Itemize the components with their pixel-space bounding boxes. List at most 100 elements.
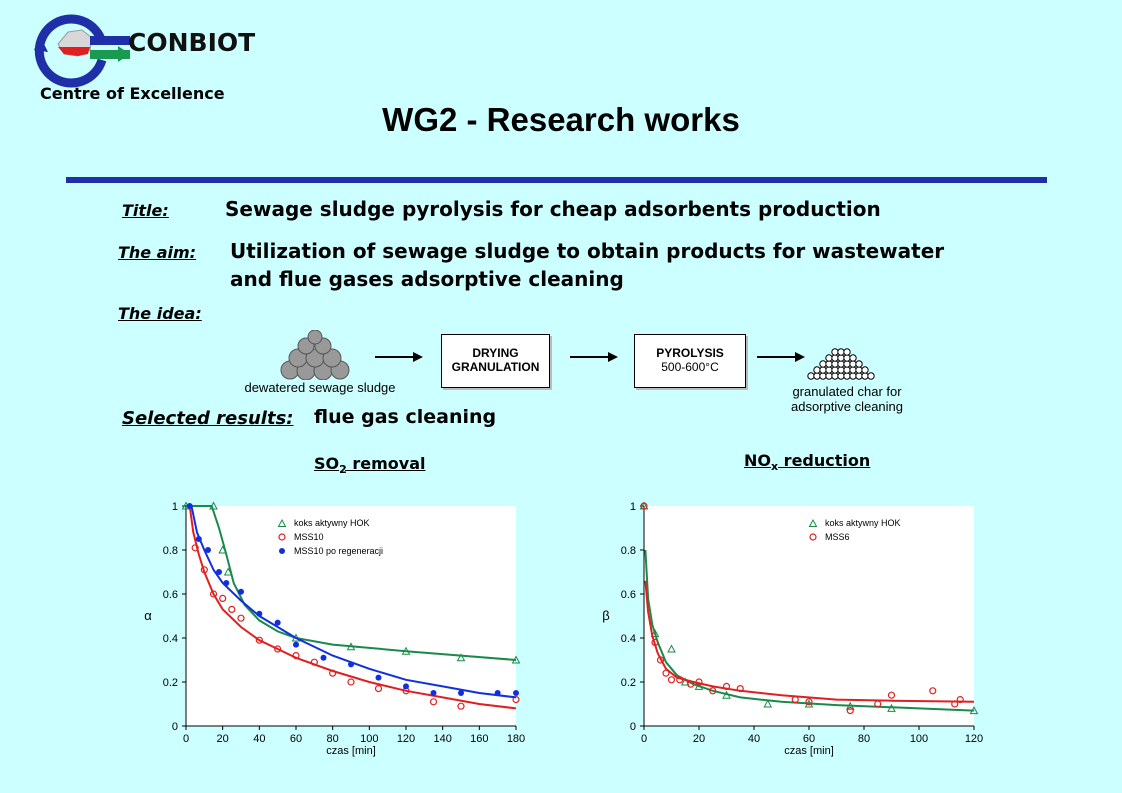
legend-label: MSS10 po regeneracji (294, 546, 383, 556)
data-point (667, 676, 676, 684)
output-line1: granulated char for (792, 384, 902, 399)
y-tick-label: 0.4 (163, 633, 178, 645)
data-point (293, 641, 299, 648)
x-tick-label: 180 (507, 733, 525, 745)
x-tick-label: 140 (433, 733, 451, 745)
data-point (676, 676, 684, 684)
x-tick-label: 120 (397, 733, 415, 745)
x-tick-label: 40 (253, 733, 265, 745)
data-point (791, 696, 799, 704)
output-caption: granulated char for adsorptive cleaning (772, 384, 922, 414)
data-point (205, 547, 211, 553)
data-point (329, 669, 337, 677)
y-tick-label: 1 (630, 501, 636, 513)
data-point (709, 687, 717, 695)
chart2-title: NOx reduction (744, 451, 870, 473)
data-point (887, 703, 896, 712)
data-point (216, 569, 222, 575)
y-tick-label: 1 (172, 501, 178, 513)
y-axis-label: β (602, 608, 609, 623)
y-tick-label: 0.8 (163, 545, 178, 557)
title-text: Sewage sludge pyrolysis for cheap adsorb… (225, 197, 881, 221)
arrow-right-icon (757, 352, 805, 362)
step2-line1: PYROLYSIS (656, 346, 724, 360)
data-point (662, 669, 670, 677)
data-point (969, 706, 979, 715)
data-point (694, 681, 704, 690)
drying-granulation-box: DRYING GRANULATION (441, 334, 550, 388)
data-point (651, 638, 659, 646)
x-tick-label: 80 (858, 733, 870, 745)
data-point (695, 678, 703, 686)
arrow-right-icon (570, 352, 618, 362)
data-point (687, 680, 695, 688)
chart2-title-main: NO (744, 451, 771, 470)
y-tick-label: 0.6 (163, 589, 178, 601)
x-tick-label: 40 (748, 733, 760, 745)
input-caption: dewatered sewage sludge (244, 380, 396, 395)
y-tick-label: 0.4 (621, 633, 636, 645)
data-point (195, 536, 202, 542)
data-point (186, 503, 193, 509)
fit-line-2 (190, 505, 517, 699)
data-point (223, 567, 233, 576)
conbiot-logo (34, 14, 130, 88)
plot-area (644, 506, 974, 726)
y-axis-label: α (144, 608, 152, 623)
nox-reduction-chart: 0 20 40 60 80 100 120 0 0.2 0.4 0.6 0.8 1 czas [min] β… (602, 501, 983, 757)
x-axis-label: czas [min] (326, 745, 376, 757)
data-point (956, 696, 964, 704)
data-point (403, 683, 409, 690)
y-tick-label: 0.2 (621, 677, 636, 689)
page-title: WG2 - Research works (382, 101, 740, 138)
data-point (874, 700, 882, 708)
fit-line-0 (186, 505, 517, 661)
legend-label: MSS6 (825, 532, 850, 542)
title-divider (66, 177, 1047, 183)
data-point (667, 644, 676, 653)
data-point (805, 698, 813, 706)
data-point (845, 701, 855, 710)
x-axis-label: czas [min] (784, 745, 834, 757)
fit-line-1 (188, 505, 517, 710)
chart2-title-rest: reduction (778, 451, 871, 470)
logo-wordmark: CONBIOT (128, 28, 256, 57)
step1-line2: GRANULATION (451, 360, 540, 374)
y-tick-label: 0.6 (621, 589, 636, 601)
x-tick-label: 100 (910, 733, 928, 745)
aim-line-2: and flue gases adsorptive cleaning (230, 267, 624, 291)
legend-label: koks aktywny HOK (294, 518, 370, 528)
data-point (274, 619, 281, 626)
data-point (429, 698, 438, 706)
x-tick-label: 0 (641, 733, 647, 745)
output-line2: adsorptive cleaning (790, 399, 904, 414)
data-point (656, 656, 665, 664)
x-tick-label: 60 (803, 733, 815, 745)
results-label: Selected results: (122, 408, 294, 429)
y-tick-label: 0 (172, 721, 178, 733)
data-point (680, 677, 690, 686)
chart2-title-sub: x (771, 460, 779, 474)
y-tick-label: 0.8 (621, 545, 636, 557)
data-point (887, 691, 896, 699)
data-point (513, 690, 519, 696)
x-tick-label: 120 (965, 733, 983, 745)
data-point (511, 655, 521, 664)
step1-line1: DRYING (472, 346, 519, 360)
char-granules-icon (807, 348, 875, 380)
x-tick-label: 20 (693, 733, 705, 745)
data-point (347, 678, 355, 686)
legend-marker (808, 518, 818, 527)
data-point (763, 699, 773, 708)
data-point (200, 566, 208, 574)
data-point (430, 690, 437, 696)
data-point (494, 690, 501, 696)
data-point (401, 646, 411, 655)
so2-removal-chart: 0 20 40 60 80 100 120 140 160 180 0 0.2 0.4 0.6 0.8 1 cz… (144, 501, 525, 757)
results-text: flue gas cleaning (314, 406, 497, 428)
arrow-right-icon (375, 352, 423, 362)
data-point (722, 690, 731, 699)
data-point (219, 594, 227, 603)
data-point (374, 685, 383, 693)
title-label: Title: (122, 201, 169, 220)
